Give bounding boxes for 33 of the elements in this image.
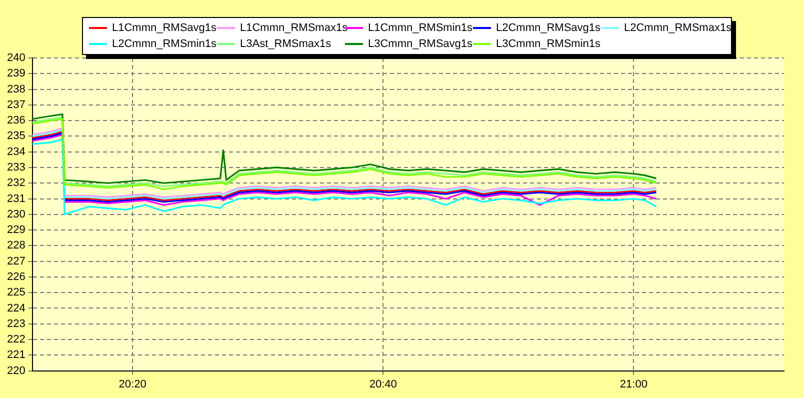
y-tick-label: 234 [6,146,26,158]
legend-label: L2Cmmn_RMSavg1s [495,21,601,36]
legend-label: L1Cmmn_RMSmax1s [239,21,348,36]
y-tick-label: 222 [6,334,26,346]
y-tick-label: 232 [6,177,26,190]
legend-label: L3Ast_RMSmax1s [239,37,332,52]
y-tick-label: 229 [6,224,26,236]
y-tick-label: 231 [6,192,26,205]
y-tick-label: 239 [6,68,26,80]
y-tick-label: 233 [6,162,26,174]
y-tick-label: 221 [6,349,26,362]
y-tick-label: 235 [6,130,26,142]
y-tick-label: 236 [6,114,26,127]
legend-label: L3Cmmn_RMSmin1s [495,37,601,52]
y-tick-label: 237 [6,98,26,111]
x-tick-label: 20:40 [369,378,397,390]
legend-label: L1Cmmn_RMSmin1s [368,22,473,34]
legend-label: L3Cmmn_RMSavg1s [367,37,473,52]
legend-label: L1Cmmn_RMSavg1s [111,21,217,36]
y-tick-label: 220 [6,364,26,377]
y-tick-label: 228 [6,240,26,252]
y-tick-label: 225 [6,286,26,299]
y-tick-label: 238 [6,83,26,96]
y-tick-label: 230 [6,208,26,220]
legend-label: L2Cmmn_RMSmax1s [623,21,732,36]
y-tick-label: 224 [6,302,26,314]
legend-label: L2Cmmn_RMSmin1s [111,37,217,52]
x-tick-label: 21:00 [620,378,648,390]
y-tick-label: 240 [6,52,26,64]
y-tick-label: 226 [6,270,26,283]
x-tick-label: 20:20 [118,378,146,390]
y-tick-label: 223 [6,318,26,330]
y-tick-label: 227 [6,255,26,268]
